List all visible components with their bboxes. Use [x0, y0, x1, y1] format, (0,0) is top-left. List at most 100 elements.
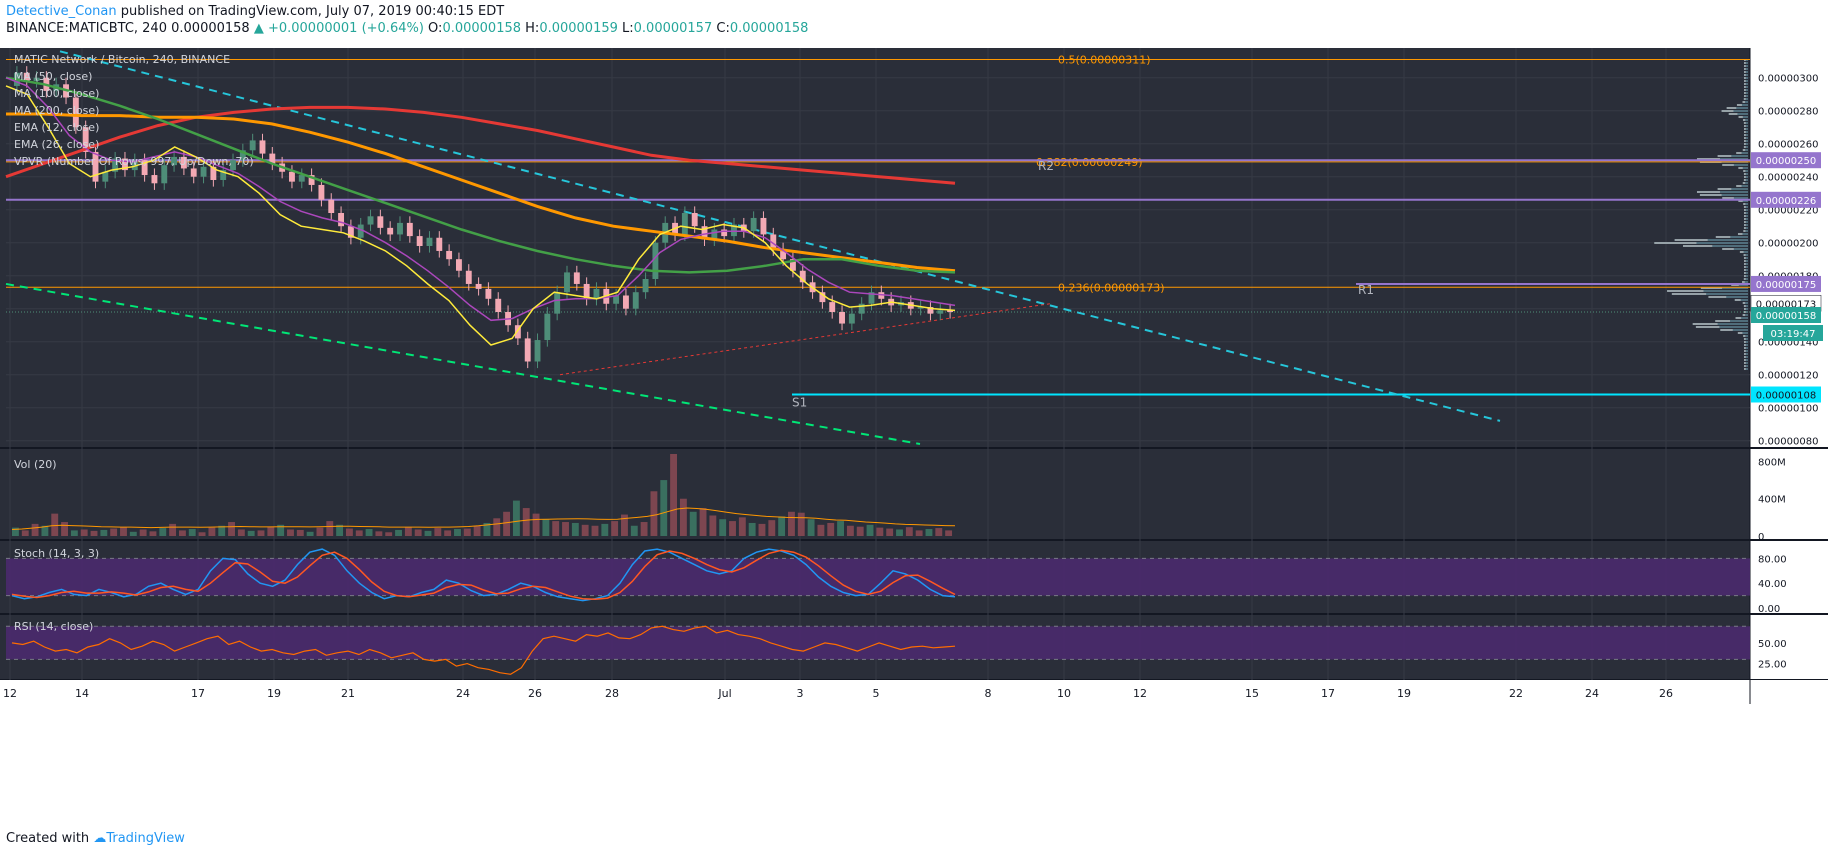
candle-body: [131, 160, 138, 171]
candle-body: [927, 307, 934, 314]
candle-body: [878, 292, 885, 299]
candle-body: [151, 175, 158, 184]
candle-body: [33, 77, 40, 81]
candle-body: [652, 242, 659, 279]
y-tick-label: 0.00000140: [1758, 338, 1818, 349]
x-tick-label: 28: [605, 687, 619, 700]
candle-body: [92, 151, 99, 182]
publish-line: Detective_Conan published on TradingView…: [6, 4, 504, 19]
volume-bar: [434, 528, 442, 536]
volume-bar: [846, 525, 854, 536]
candle-body: [112, 158, 119, 172]
candle-body: [770, 234, 777, 250]
candle-body: [564, 272, 570, 293]
candle-body: [23, 72, 30, 81]
x-tick-label: 10: [1057, 687, 1071, 700]
candle-body: [367, 216, 374, 225]
chart-canvas[interactable]: 0.00000300 0.00000280 0.00000260 0.00000240…: [0, 48, 1828, 823]
ma100-line: [6, 112, 956, 273]
candle-body: [848, 313, 855, 324]
y-tick-label: 0.00000120: [1758, 371, 1818, 382]
price-tag-box: [1751, 386, 1821, 403]
level-label: S1: [792, 396, 807, 410]
stoch-tick-label: 0.00: [1758, 604, 1780, 615]
candle-body: [190, 168, 197, 177]
volume-bar: [581, 524, 589, 536]
volume-bar: [247, 530, 255, 536]
fib-level-label: 0.236(0.00000173): [1058, 281, 1165, 294]
x-tick-label: 17: [1321, 687, 1335, 700]
y-tick-label: 0.00000200: [1758, 239, 1818, 250]
x-tick-label: 21: [341, 687, 355, 700]
volume-bar: [562, 522, 569, 536]
candle-body: [750, 217, 757, 232]
volume-bar: [31, 523, 39, 536]
y-tick-label: 0.00000280: [1758, 107, 1818, 118]
x-tick-label: Jul: [717, 687, 731, 700]
volume-bar: [375, 531, 383, 536]
volume-bar: [237, 529, 245, 536]
volume-bar: [385, 532, 393, 536]
volume-bar: [601, 523, 609, 536]
candle-body: [760, 217, 767, 235]
candle-body: [347, 226, 354, 238]
volume-bar: [228, 522, 235, 536]
volume-bar: [355, 530, 363, 536]
volume-bar: [336, 524, 344, 536]
tradingview-brand-link[interactable]: TradingView: [106, 831, 185, 846]
volume-bar: [522, 508, 530, 536]
volume-bar: [650, 491, 658, 536]
x-tick-label: 5: [873, 687, 880, 700]
volume-bar: [169, 523, 177, 536]
stoch-d-line: [11, 549, 956, 601]
volume-bar: [326, 521, 334, 536]
vol-tick-label: 0: [1758, 532, 1764, 543]
candle-body: [495, 298, 502, 312]
candle-body: [613, 295, 620, 304]
price-tag-label: 0.00000250: [1756, 156, 1816, 167]
candle-body: [387, 227, 394, 235]
high-value: 0.00000159: [539, 21, 618, 36]
volume-bar: [512, 500, 520, 536]
candle-body: [721, 229, 728, 237]
candle-body: [200, 166, 207, 177]
fib-level-label: 0.5(0.00000311): [1058, 54, 1151, 67]
x-tick-label: 22: [1509, 687, 1523, 700]
volume-bar: [925, 529, 933, 536]
candle-body: [701, 226, 708, 240]
volume-bar: [856, 526, 864, 536]
author-link[interactable]: Detective_Conan: [6, 4, 117, 19]
candle-body: [554, 292, 561, 314]
candle-body: [102, 171, 109, 182]
candle-body: [308, 175, 315, 185]
volume-bar: [51, 513, 59, 536]
open-label: O:: [428, 21, 443, 36]
price-tag-label: 0.00000226: [1756, 196, 1816, 207]
ohlc-line: BINANCE:MATICBTC, 240 0.00000158 ▲ +0.00…: [6, 21, 808, 36]
volume-bar: [738, 517, 746, 536]
candle-body: [82, 127, 89, 152]
candle-body: [298, 175, 305, 182]
volume-bar: [306, 531, 314, 536]
ema12-line: [5, 85, 956, 346]
volume-bar: [159, 528, 167, 536]
volume-bar: [542, 519, 550, 536]
y-tick-label: 0.00000300: [1758, 74, 1818, 85]
x-tick-label: 26: [528, 687, 542, 700]
candle-body: [839, 312, 845, 324]
volume-bar: [463, 528, 471, 536]
volume-bar: [886, 528, 894, 536]
candle-body: [731, 224, 737, 237]
volume-bar: [591, 525, 599, 536]
candle-body: [416, 236, 423, 246]
volume-bar: [149, 531, 157, 536]
rsi-tick-label: 25.00: [1758, 660, 1787, 671]
x-tick-label: 14: [75, 687, 89, 700]
stoch-title: Stoch (14, 3, 3): [14, 547, 99, 560]
price-change: ▲ +0.00000001 (+0.64%): [253, 21, 424, 36]
volume-bar: [571, 522, 579, 536]
indicator-legend: VPVR (Number Of Rows, 997, Up/Down, 70): [14, 155, 254, 168]
volume-bar: [100, 529, 108, 536]
volume-bar: [208, 527, 216, 536]
price-tag-label: 0.00000158: [1756, 311, 1816, 322]
